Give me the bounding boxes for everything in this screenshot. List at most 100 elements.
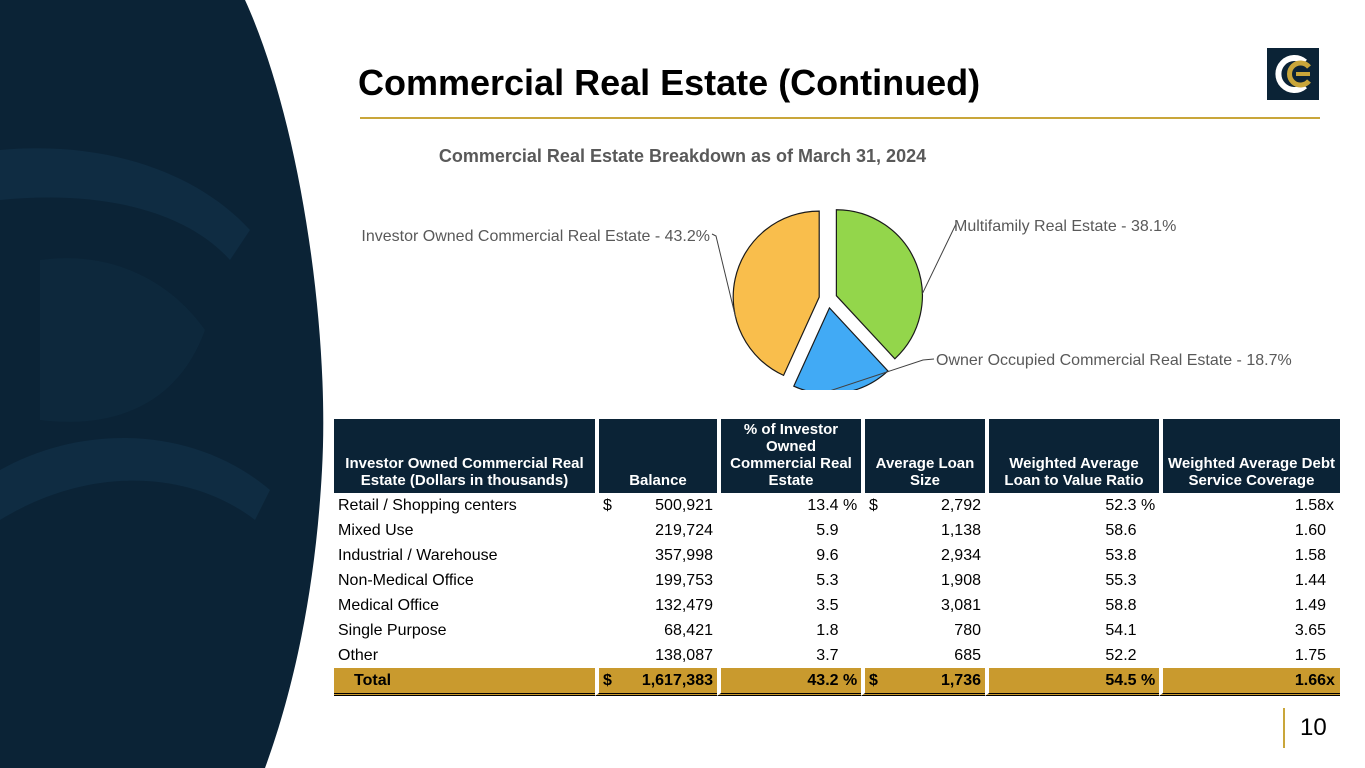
pct-value: 3.7 — [816, 646, 839, 664]
table-total-row: Total $1,617,383 43.2 % $1,736 54.5 % 1.66x — [334, 668, 1340, 696]
balance-cell: 219,724 — [595, 518, 717, 543]
column-header-category: Investor Owned Commercial Real Estate (D… — [334, 419, 595, 493]
category-label: Single Purpose — [338, 621, 447, 639]
pct-cell: 13.4 % — [717, 493, 861, 518]
pct-cell: 3.5 — [717, 593, 861, 618]
avg-loan-value: 685 — [954, 646, 981, 664]
pct-cell: 43.2 % — [717, 668, 861, 696]
ltv-sign: % — [1141, 496, 1156, 514]
category-label: Total — [354, 671, 392, 689]
table-header-row: Investor Owned Commercial Real Estate (D… — [334, 419, 1340, 493]
table-row: Industrial / Warehouse 357,998 9.6 2,934 53… — [334, 543, 1340, 568]
table-row: Other 138,087 3.7 685 52.2 1.75 — [334, 643, 1340, 668]
pct-cell: 1.8 — [717, 618, 861, 643]
decorative-background — [0, 0, 324, 768]
balance-cell: 68,421 — [595, 618, 717, 643]
category-cell: Industrial / Warehouse — [334, 543, 595, 568]
dscr-value: 1.75 — [1294, 646, 1326, 664]
dscr-cell: 1.44 — [1159, 568, 1340, 593]
currency-symbol: $ — [869, 671, 878, 689]
ltv-cell: 58.8 — [985, 593, 1159, 618]
dscr-cell: 1.58 — [1159, 543, 1340, 568]
pie-slice — [835, 209, 923, 360]
ltv-cell: 53.8 — [985, 543, 1159, 568]
dscr-cell: 3.65 — [1159, 618, 1340, 643]
column-header-pct: % of Investor Owned Commercial Real Esta… — [717, 419, 861, 493]
dscr-value: 1.44 — [1294, 571, 1326, 589]
ltv-value: 52.2 — [1105, 646, 1137, 664]
currency-symbol: $ — [603, 496, 612, 514]
pie-slice-label: Investor Owned Commercial Real Estate - … — [361, 228, 710, 245]
avg-loan-cell: $2,792 — [861, 493, 985, 518]
page-number: 10 — [1300, 714, 1327, 741]
dscr-value: 1.49 — [1294, 596, 1326, 614]
balance-value: 219,724 — [655, 521, 713, 539]
balance-cell: 357,998 — [595, 543, 717, 568]
category-cell: Non-Medical Office — [334, 568, 595, 593]
category-label: Non-Medical Office — [338, 571, 474, 589]
pct-value: 3.5 — [816, 596, 839, 614]
ltv-value: 54.1 — [1105, 621, 1137, 639]
category-cell: Retail / Shopping centers — [334, 493, 595, 518]
table-row: Retail / Shopping centers $500,921 13.4 % $… — [334, 493, 1340, 518]
ltv-value: 55.3 — [1105, 571, 1137, 589]
dscr-value: 3.65 — [1294, 621, 1326, 639]
avg-loan-cell: 3,081 — [861, 593, 985, 618]
category-cell: Mixed Use — [334, 518, 595, 543]
currency-symbol: $ — [869, 496, 878, 514]
category-cell: Total — [334, 668, 595, 696]
table-row: Single Purpose 68,421 1.8 780 54.1 3.65 — [334, 618, 1340, 643]
category-label: Medical Office — [338, 596, 440, 614]
avg-loan-value: 1,138 — [940, 521, 981, 539]
dscr-cell: 1.60 — [1159, 518, 1340, 543]
avg-loan-cell: $1,736 — [861, 668, 985, 696]
avg-loan-value: 1,908 — [940, 571, 981, 589]
dscr-suffix: x — [1326, 496, 1334, 514]
category-cell: Medical Office — [334, 593, 595, 618]
ltv-cell: 54.5 % — [985, 668, 1159, 696]
balance-cell: 199,753 — [595, 568, 717, 593]
ltv-value: 52.3 — [1105, 496, 1137, 514]
leader-line — [711, 233, 737, 318]
balance-value: 357,998 — [655, 546, 713, 564]
category-label: Retail / Shopping centers — [338, 496, 517, 514]
category-label: Other — [338, 646, 379, 664]
balance-cell: 138,087 — [595, 643, 717, 668]
column-header-dscr: Weighted Average Debt Service Coverage — [1159, 419, 1340, 493]
column-header-avg-loan: Average Loan Size — [861, 419, 985, 493]
category-cell: Single Purpose — [334, 618, 595, 643]
column-header-ltv: Weighted Average Loan to Value Ratio — [985, 419, 1159, 493]
category-cell: Other — [334, 643, 595, 668]
pie-slice — [732, 210, 820, 377]
avg-loan-value: 2,792 — [940, 496, 981, 514]
leader-line — [830, 358, 935, 390]
avg-loan-cell: 1,138 — [861, 518, 985, 543]
page-number-divider — [1283, 708, 1285, 748]
dscr-value: 1.66 — [1294, 671, 1326, 689]
avg-loan-cell: 780 — [861, 618, 985, 643]
dscr-cell: 1.66x — [1159, 668, 1340, 696]
balance-value: 138,087 — [655, 646, 713, 664]
pct-sign: % — [843, 496, 858, 514]
ltv-cell: 58.6 — [985, 518, 1159, 543]
title-divider — [360, 117, 1320, 119]
ltv-cell: 54.1 — [985, 618, 1159, 643]
table-row: Medical Office 132,479 3.5 3,081 58.8 1.49 — [334, 593, 1340, 618]
category-label: Mixed Use — [338, 521, 414, 539]
balance-cell: $1,617,383 — [595, 668, 717, 696]
balance-cell: $500,921 — [595, 493, 717, 518]
leader-line — [921, 223, 957, 294]
balance-value: 132,479 — [655, 596, 713, 614]
pct-value: 43.2 — [807, 671, 839, 689]
ltv-value: 58.6 — [1105, 521, 1137, 539]
pct-cell: 5.3 — [717, 568, 861, 593]
avg-loan-value: 1,736 — [940, 671, 981, 689]
category-label: Industrial / Warehouse — [338, 546, 498, 564]
chart-title: Commercial Real Estate Breakdown as of M… — [438, 146, 927, 166]
balance-value: 199,753 — [655, 571, 713, 589]
company-logo — [1267, 48, 1319, 100]
page-title: Commercial Real Estate (Continued) — [358, 62, 981, 103]
pie-slice-label: Multifamily Real Estate - 38.1% — [954, 218, 1176, 235]
column-header-balance: Balance — [595, 419, 717, 493]
balance-value: 1,617,383 — [641, 671, 713, 689]
